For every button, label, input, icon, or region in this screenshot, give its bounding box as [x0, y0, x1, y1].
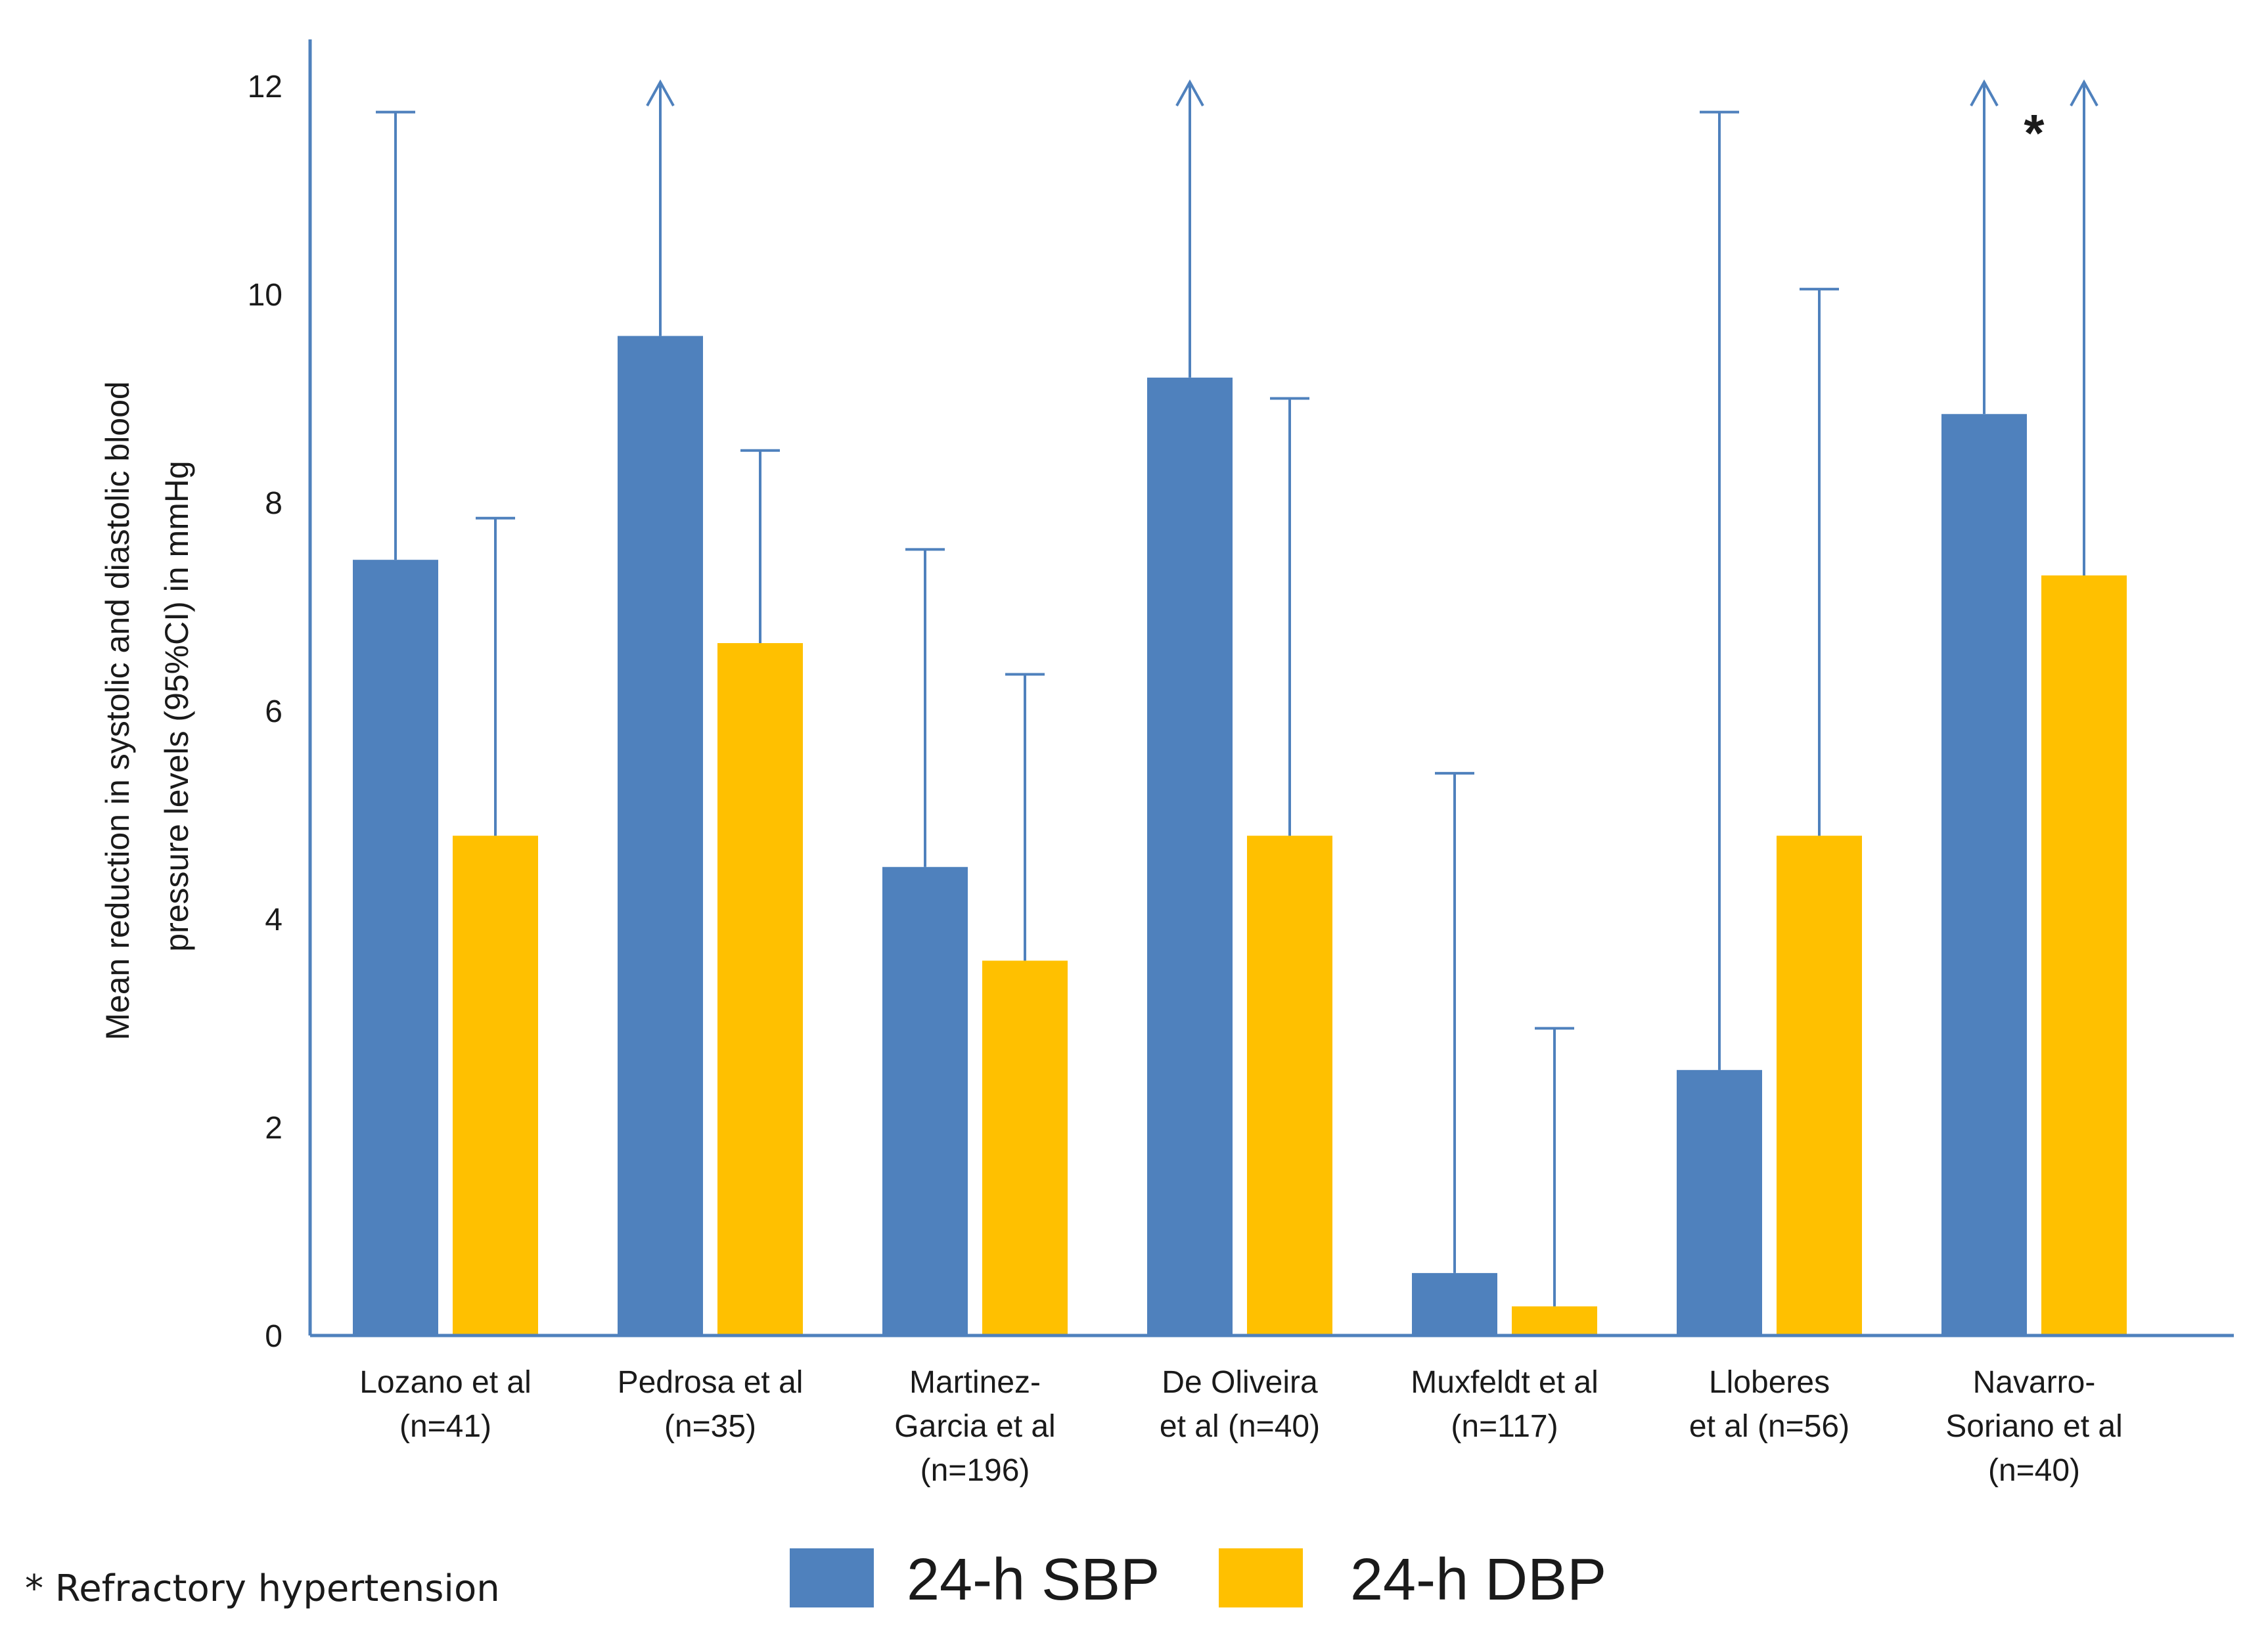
bars — [353, 336, 2127, 1336]
bar-dbp — [2041, 575, 2127, 1336]
legend-label-dbp: 24-h DBP — [1350, 1547, 1606, 1613]
bar-sbp — [1412, 1272, 1497, 1336]
x-category-label-line: Lozano et al — [359, 1365, 532, 1400]
bar-sbp — [1677, 1069, 1762, 1336]
annotation-asterisk: * — [2024, 104, 2045, 162]
y-axis-ticks: 0 2 4 6 8 10 12 — [248, 70, 283, 1354]
bar-dbp — [1777, 836, 1862, 1336]
x-category-label-line: et al (n=40) — [1160, 1409, 1320, 1444]
legend-swatch-dbp — [1219, 1548, 1303, 1607]
error-bar-arrow — [2070, 79, 2098, 106]
bar-sbp — [618, 336, 703, 1336]
x-category-label-line: et al (n=56) — [1689, 1409, 1849, 1444]
bar-dbp — [982, 960, 1068, 1336]
x-category-label-line: Muxfeldt et al — [1411, 1365, 1598, 1400]
y-axis-label-line-2: pressure levels (95%CI) in mmHg — [158, 460, 195, 951]
x-category-label-line: (n=196) — [920, 1453, 1030, 1488]
bar-sbp — [1147, 377, 1233, 1336]
y-tick-label: 4 — [265, 903, 283, 937]
x-category-label: Navarro- Soriano et al (n=40) — [1945, 1365, 2123, 1488]
legend: 24-h SBP 24-h DBP — [790, 1547, 1606, 1613]
axes — [308, 39, 2234, 1337]
y-axis-label: Mean reduction in systolic and diastolic… — [99, 372, 195, 1040]
x-category-label: Martinez- Garcia et al (n=196) — [894, 1365, 1055, 1488]
error-bar-arrow — [1175, 79, 1204, 106]
x-category-label-line: (n=41) — [399, 1409, 491, 1444]
y-tick-label: 10 — [248, 278, 283, 313]
y-tick-label: 12 — [248, 70, 283, 104]
bar-sbp — [882, 866, 968, 1336]
x-category-label: Muxfeldt et al (n=117) — [1411, 1365, 1598, 1444]
bar-dbp — [717, 642, 803, 1336]
y-tick-label: 2 — [265, 1111, 283, 1146]
footnote: * Refractory hypertension — [25, 1567, 500, 1610]
x-category-label-line: (n=35) — [664, 1409, 756, 1444]
x-axis-labels: Lozano et al (n=41) Pedrosa et al (n=35) Mar… — [359, 1365, 2123, 1488]
x-category-label-line: (n=117) — [1451, 1409, 1558, 1444]
x-category-label: Lozano et al (n=41) — [359, 1365, 532, 1444]
annotations: * — [2024, 104, 2045, 162]
x-category-label-line: (n=40) — [1988, 1453, 2080, 1488]
x-category-label-line: De Oliveira — [1162, 1365, 1318, 1400]
bar-sbp — [1941, 414, 2027, 1336]
x-category-label-line: Garcia et al — [894, 1409, 1055, 1444]
bar-dbp — [453, 836, 538, 1336]
y-tick-label: 8 — [265, 486, 283, 521]
x-category-label: De Oliveira et al (n=40) — [1160, 1365, 1320, 1444]
y-tick-label: 6 — [265, 694, 283, 729]
y-tick-label: 0 — [265, 1319, 283, 1354]
x-category-label-line: Lloberes — [1709, 1365, 1830, 1400]
legend-label-sbp: 24-h SBP — [907, 1547, 1160, 1613]
error-bars — [376, 79, 2098, 1307]
legend-swatch-sbp — [790, 1548, 874, 1607]
x-category-label-line: Martinez- — [909, 1365, 1041, 1400]
x-category-label-line: Navarro- — [1973, 1365, 2096, 1400]
error-bar-arrow — [1970, 79, 1999, 106]
error-bar-arrow — [646, 79, 675, 106]
y-axis-label-line-1: Mean reduction in systolic and diastolic… — [99, 381, 136, 1040]
bar-dbp — [1512, 1306, 1597, 1336]
x-category-label: Lloberes et al (n=56) — [1689, 1365, 1849, 1444]
x-category-label: Pedrosa et al (n=35) — [618, 1365, 804, 1444]
bar-dbp — [1247, 836, 1332, 1336]
x-category-label-line: Soriano et al — [1945, 1409, 2123, 1444]
bar-sbp — [353, 560, 438, 1336]
x-category-label-line: Pedrosa et al — [618, 1365, 804, 1400]
